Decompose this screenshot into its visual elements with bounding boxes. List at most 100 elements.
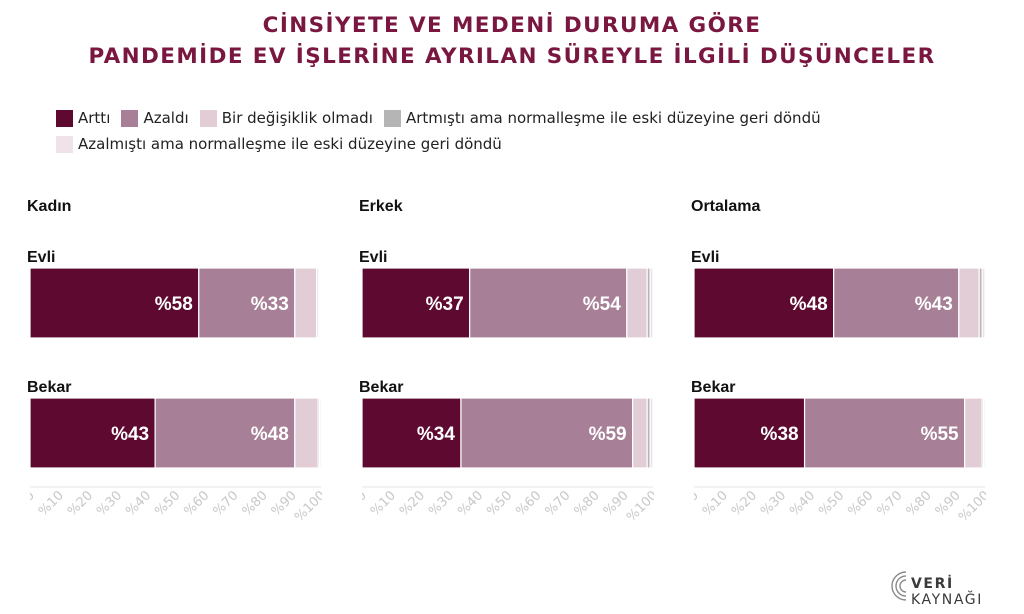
chart-title-line-1: CİNSİYETE VE MEDENİ DURUMA GÖRE (262, 13, 762, 38)
panel-title-ortalama: Ortalama (691, 198, 761, 215)
bar-segment-evli-4 (317, 267, 321, 339)
data-label-bekar-1: %48 (251, 424, 289, 445)
bar-segment-bekar-4 (982, 397, 986, 469)
bar-segment-evli-2 (294, 267, 318, 339)
data-label-evli-1: %33 (251, 294, 289, 315)
x-tick-label: %0 (362, 488, 370, 513)
bar-segment-bekar-1 (803, 397, 966, 469)
x-tick-label: %60 (181, 488, 212, 519)
bar-segment-evli-1 (469, 267, 628, 339)
x-tick-label: %80 (240, 488, 271, 519)
legend-label-artti: Arttı (78, 109, 111, 127)
panel-ortalama: Ortalama Evli Bekar %48 %43 %38 %55 %0 %10 %20… (691, 198, 986, 538)
legend-label-artmisti-dondu: Artmıştı ama normalleşme ile eski düzeyi… (405, 109, 821, 127)
x-tick-label: %40 (455, 488, 486, 519)
bar-segment-evli-4 (649, 267, 654, 339)
panel-kadin: Kadın Evli Bekar %58 %33 %43 %48 %0 %10 %20 %30… (27, 198, 322, 538)
chart-plot-kadin: %58 %33%43 %48%0%10%20%30%40%50%60%70%80%9… (30, 267, 322, 525)
bar-segment-bekar-2 (964, 397, 983, 469)
x-tick-label: %30 (426, 488, 457, 519)
x-tick-label: %100 (956, 488, 986, 525)
row-label-bekar: Bekar (691, 379, 736, 396)
legend-swatch-artmisti-dondu (383, 109, 401, 127)
bar-segment-evli-0 (694, 267, 835, 339)
x-tick-label: %10 (368, 488, 399, 519)
x-tick-label: %20 (397, 488, 428, 519)
row-label-evli: Evli (691, 249, 720, 266)
legend-swatch-azaldi (121, 109, 139, 127)
legend-label-azaldi: Azaldı (143, 109, 189, 127)
bar-segment-bekar-2 (632, 397, 648, 469)
bar-segment-bekar-1 (460, 397, 634, 469)
x-tick-label: %60 (845, 488, 876, 519)
row-label-evli: Evli (359, 249, 388, 266)
bar-segment-evli-1 (833, 267, 960, 339)
x-tick-label: %0 (694, 488, 702, 513)
logo-text: VERİ KAYNAĞI (911, 576, 1016, 608)
logo-text-rest: KAYNAĞI (911, 592, 983, 608)
data-label-bekar-0: %38 (761, 424, 799, 445)
data-label-bekar-0: %34 (417, 424, 455, 445)
bar-segment-evli-4 (981, 267, 986, 339)
panel-title-kadin: Kadın (27, 198, 72, 215)
bar-segment-bekar-4 (649, 397, 654, 469)
bar-segment-evli-0 (362, 267, 471, 339)
bar-segment-bekar-0 (30, 397, 156, 469)
x-tick-label: %50 (152, 488, 183, 519)
legend-item-artmisti-dondu: Artmıştı ama normalleşme ile eski düzeyi… (383, 105, 821, 131)
x-tick-label: %80 (572, 488, 603, 519)
row-label-bekar: Bekar (359, 379, 404, 396)
x-tick-label: %20 (729, 488, 760, 519)
x-tick-label: %70 (542, 488, 573, 519)
data-label-evli-1: %54 (583, 294, 621, 315)
bar-segment-bekar-4 (318, 397, 322, 469)
row-label-bekar: Bekar (27, 379, 72, 396)
data-label-bekar-0: %43 (111, 424, 149, 445)
panel-erkek: Erkek Evli Bekar %37 %54 %34 %59 %0 %10 %20 %30… (359, 198, 654, 538)
bar-segment-bekar-0 (694, 397, 806, 469)
x-tick-label: %50 (484, 488, 515, 519)
data-label-evli-1: %43 (915, 294, 953, 315)
chart-title-line-2: PANDEMİDE EV İŞLERİNE AYRILAN SÜREYLE İL… (88, 44, 936, 69)
x-tick-label: %70 (210, 488, 241, 519)
legend-label-degisiklik-yok: Bir değişiklik olmadı (221, 109, 373, 127)
bar-segment-bekar-1 (154, 397, 296, 469)
legend-item-azalmisti-dondu: Azalmıştı ama normalleşme ile eski düzey… (56, 131, 502, 157)
data-label-bekar-1: %59 (589, 424, 627, 445)
x-tick-label: %10 (700, 488, 731, 519)
x-tick-label: %70 (874, 488, 905, 519)
legend-item-artti: Arttı (56, 105, 110, 131)
chart-plot-ortalama: %48 %43%38 %55%0%10%20%30%40%50%60%70%80%9… (694, 267, 986, 525)
x-tick-label: %0 (30, 488, 38, 513)
x-tick-label: %10 (36, 488, 67, 519)
bar-segment-bekar-0 (362, 397, 462, 469)
veri-kaynagi-logo: VERİ KAYNAĞI (884, 566, 1016, 608)
x-tick-label: %100 (624, 488, 654, 525)
x-tick-label: %50 (816, 488, 847, 519)
x-tick-label: %30 (94, 488, 125, 519)
legend-item-degisiklik-yok: Bir değişiklik olmadı (199, 105, 373, 131)
x-tick-label: %100 (292, 488, 322, 525)
data-label-evli-0: %58 (155, 294, 193, 315)
legend-item-azaldi: Azaldı (121, 105, 189, 131)
x-tick-label: %40 (123, 488, 154, 519)
x-tick-label: %80 (904, 488, 935, 519)
chart-title: CİNSİYETE VE MEDENİ DURUMA GÖRE PANDEMİD… (0, 10, 1024, 72)
bar-segment-evli-2 (626, 267, 648, 339)
panel-title-erkek: Erkek (359, 198, 403, 215)
legend-swatch-azalmisti-dondu (56, 135, 73, 153)
bar-segment-bekar-2 (294, 397, 319, 469)
x-tick-label: %40 (787, 488, 818, 519)
row-label-evli: Evli (27, 249, 56, 266)
legend-swatch-artti (56, 109, 73, 127)
data-label-bekar-1: %55 (921, 424, 959, 445)
legend-label-azalmisti-dondu: Azalmıştı ama normalleşme ile eski düzey… (78, 135, 502, 153)
x-tick-label: %60 (513, 488, 544, 519)
x-tick-label: %30 (758, 488, 789, 519)
legend: Arttı Azaldı Bir değişiklik olmadı Artmı… (56, 105, 956, 157)
logo-text-bold: VERİ (911, 576, 954, 592)
legend-swatch-degisiklik-yok (199, 109, 217, 127)
data-label-evli-0: %37 (426, 294, 464, 315)
chart-plot-erkek: %37 %54%34 %59%0%10%20%30%40%50%60%70%80%9… (362, 267, 654, 525)
bar-segment-evli-0 (30, 267, 200, 339)
